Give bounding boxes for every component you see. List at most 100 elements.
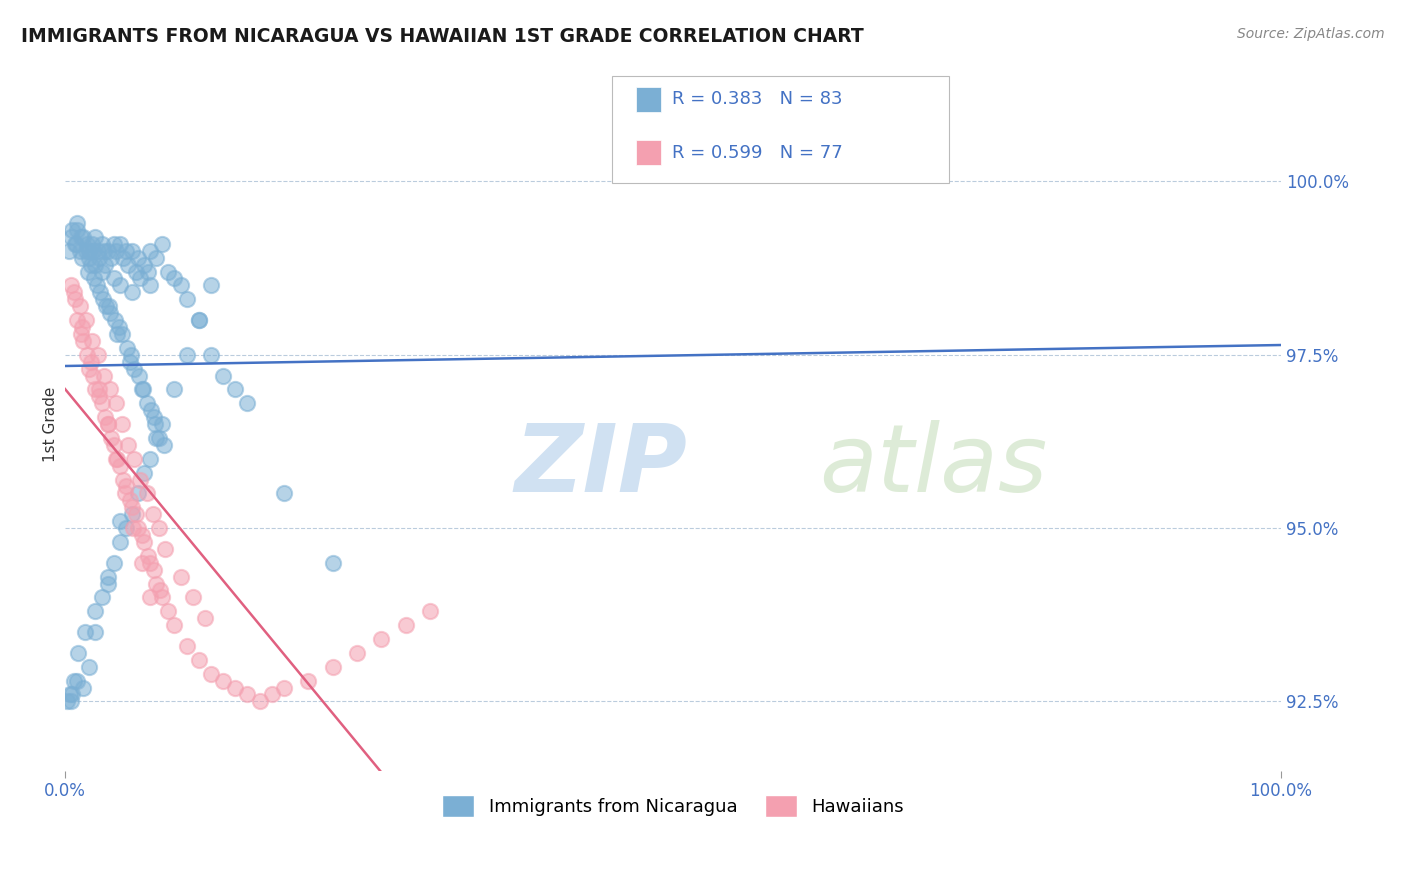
- Point: [150, 417, 173, 431]
- Point: [112, 251, 135, 265]
- Point: [108, 458, 131, 473]
- Point: [142, 410, 165, 425]
- Point: [419, 604, 441, 618]
- Point: [97, 244, 120, 258]
- Point: [163, 383, 186, 397]
- Point: [91, 293, 114, 307]
- Point: [105, 451, 128, 466]
- Point: [200, 348, 222, 362]
- Point: [86, 278, 108, 293]
- Point: [121, 244, 143, 258]
- Point: [79, 354, 101, 368]
- Point: [90, 264, 112, 278]
- Point: [115, 521, 138, 535]
- Y-axis label: 1st Grade: 1st Grade: [44, 386, 58, 462]
- Point: [136, 549, 159, 563]
- Point: [76, 236, 98, 251]
- Point: [118, 354, 141, 368]
- Point: [89, 285, 111, 300]
- Point: [346, 646, 368, 660]
- Text: R = 0.599   N = 77: R = 0.599 N = 77: [672, 144, 842, 161]
- Point: [124, 451, 146, 466]
- Point: [83, 271, 105, 285]
- Point: [87, 348, 110, 362]
- Point: [56, 694, 79, 708]
- Point: [176, 348, 198, 362]
- Point: [145, 576, 167, 591]
- Point: [148, 521, 170, 535]
- Point: [120, 348, 142, 362]
- Point: [128, 368, 150, 383]
- Point: [60, 694, 83, 708]
- Point: [163, 618, 186, 632]
- Point: [127, 251, 149, 265]
- Point: [129, 271, 152, 285]
- Point: [62, 673, 84, 688]
- Point: [200, 666, 222, 681]
- Point: [104, 313, 127, 327]
- Point: [121, 507, 143, 521]
- Point: [169, 569, 191, 583]
- Point: [187, 653, 209, 667]
- Point: [90, 236, 112, 251]
- Point: [103, 438, 125, 452]
- Point: [236, 396, 259, 410]
- Point: [143, 417, 166, 431]
- Point: [153, 541, 176, 556]
- Point: [98, 383, 121, 397]
- Point: [121, 285, 143, 300]
- Point: [87, 244, 110, 258]
- Point: [73, 625, 96, 640]
- Text: R = 0.383   N = 83: R = 0.383 N = 83: [672, 90, 842, 108]
- Point: [94, 410, 117, 425]
- Point: [108, 514, 131, 528]
- Point: [84, 625, 107, 640]
- Point: [66, 673, 89, 688]
- Point: [79, 361, 101, 376]
- Point: [60, 278, 83, 293]
- Point: [141, 403, 163, 417]
- Text: atlas: atlas: [818, 420, 1047, 511]
- Point: [139, 244, 162, 258]
- Point: [66, 223, 89, 237]
- Point: [90, 591, 112, 605]
- Point: [87, 383, 110, 397]
- Point: [70, 326, 93, 341]
- Point: [111, 326, 134, 341]
- Point: [79, 251, 101, 265]
- Point: [187, 313, 209, 327]
- Point: [103, 556, 125, 570]
- Point: [157, 264, 180, 278]
- Point: [97, 417, 120, 431]
- Point: [82, 244, 104, 258]
- Point: [135, 396, 157, 410]
- Point: [75, 313, 97, 327]
- Point: [103, 236, 125, 251]
- Text: ZIP: ZIP: [515, 419, 688, 512]
- Point: [103, 271, 125, 285]
- Point: [150, 591, 173, 605]
- Point: [176, 639, 198, 653]
- Point: [115, 341, 138, 355]
- Point: [200, 278, 222, 293]
- Point: [60, 230, 83, 244]
- Point: [394, 618, 416, 632]
- Point: [212, 673, 235, 688]
- Point: [127, 486, 149, 500]
- Point: [135, 486, 157, 500]
- Point: [124, 507, 146, 521]
- Point: [118, 493, 141, 508]
- Point: [94, 258, 117, 272]
- Point: [139, 451, 162, 466]
- Point: [97, 417, 120, 431]
- Point: [145, 431, 167, 445]
- Point: [297, 673, 319, 688]
- Point: [145, 251, 167, 265]
- Point: [80, 236, 103, 251]
- Point: [97, 299, 120, 313]
- Point: [80, 334, 103, 348]
- Point: [70, 320, 93, 334]
- Point: [139, 591, 162, 605]
- Point: [236, 688, 259, 702]
- Point: [65, 236, 87, 251]
